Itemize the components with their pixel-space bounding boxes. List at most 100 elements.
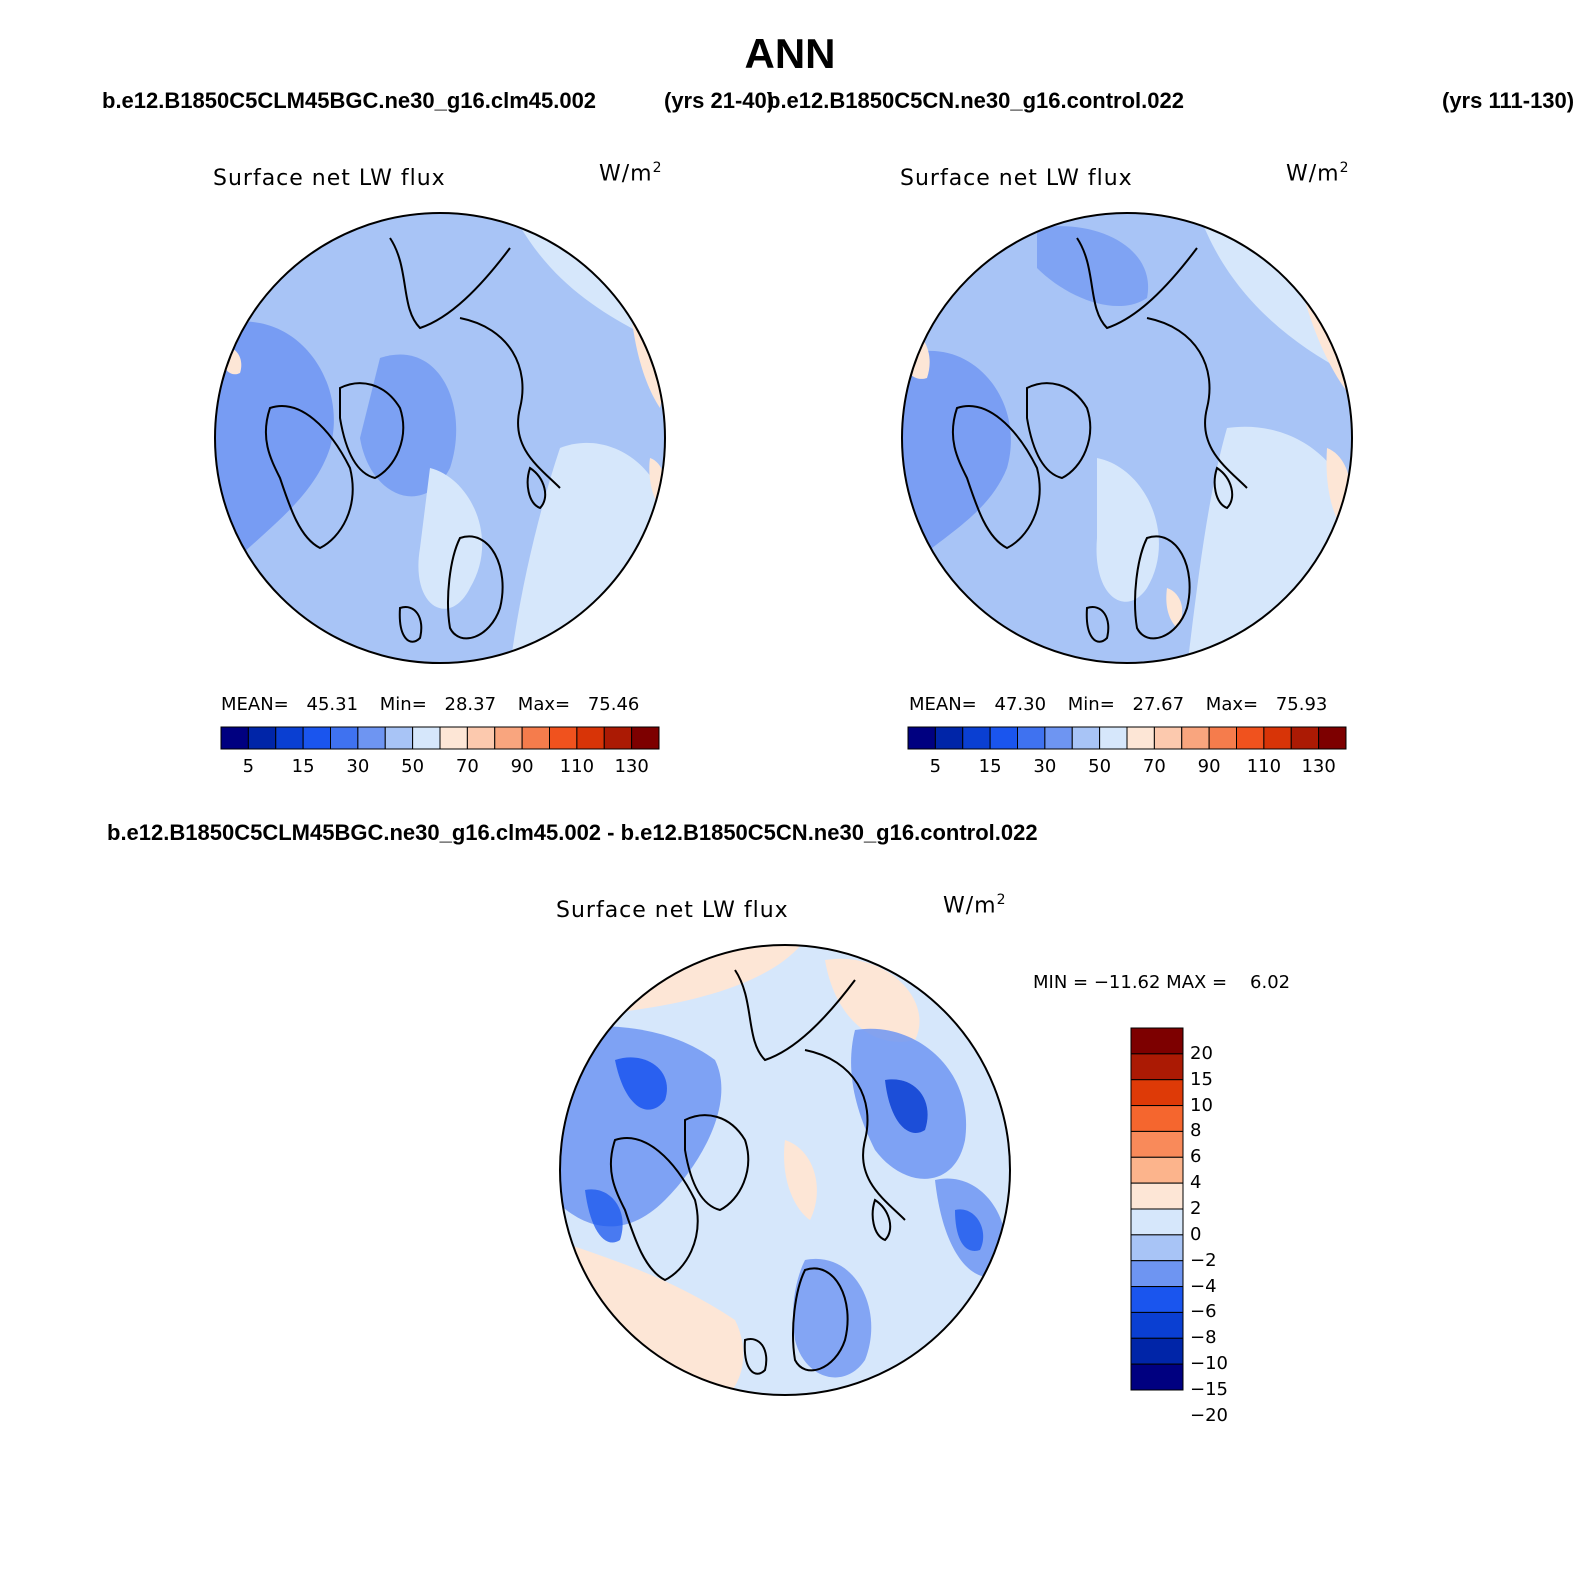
panel2-colorbar-tick-label: 15 [978,756,1002,777]
panel2-colorbar-box [1236,726,1265,750]
panel1-colorbar-box [302,726,331,750]
diff-colorbar-box [1130,1286,1184,1313]
panel2-field-region [1037,226,1149,307]
panel1-colorbar-box [220,726,249,750]
panel1-colorbar-tick-label: 70 [455,756,479,777]
diff-case-title: b.e12.B1850C5CLM45BGC.ne30_g16.clm45.002… [107,820,1038,845]
panel2-colorbar-tick-label: 70 [1142,756,1166,777]
panel1-colorbar-box [384,726,414,750]
panel2-map-border [901,212,1353,664]
panel1-colorbar-labels: 5 15 30 50 70 90 110 130 [221,756,659,780]
panel2-colorbar-box [1126,726,1155,750]
panel2-colorbar-tick-label: 5 [929,756,942,777]
panel2-min-label: Min= [1067,694,1115,715]
diff-colorbar-tick-label: 0 [1190,1223,1202,1245]
diff-field-region [615,1057,667,1110]
diff-field-region [793,1258,872,1378]
diff-map-border [559,944,1011,1396]
panel1-colorbar-box [549,726,578,750]
case1-name: b.e12.B1850C5CLM45BGC.ne30_g16.clm45.002 [102,88,597,113]
panel1-colorbar-box [357,726,386,750]
panel2-field-region [1166,588,1183,628]
diff-variable-title: Surface net LW flux [556,898,789,923]
panel2-colorbar-box [962,726,991,750]
panel1-max-value: 75.46 [587,694,640,715]
diff-coastlines [609,969,906,1375]
diff-colorbar-tick-label: −20 [1190,1404,1228,1426]
panel1-colorbar-tick-label: 50 [401,756,425,777]
panel1-min-value: 28.37 [444,694,497,715]
diff-colorbar-box [1130,1156,1184,1184]
panel1-colorbar-tick-label: 90 [510,756,534,777]
panel1-colorbar-box [576,726,605,750]
panel1-colorbar-box [466,726,496,750]
diff-units: W/m2 [943,892,1007,919]
panel2-colorbar-box [1071,726,1101,750]
panel1-field-region [418,468,483,609]
diff-colorbar-tick-label: 10 [1190,1094,1213,1116]
panel1-colorbar [220,726,660,750]
panel1-colorbar-tick-label: 110 [559,756,595,777]
panel2-max-label: Max= [1205,694,1259,715]
panel2-colorbar-box [989,726,1018,750]
main-title: ANN [744,30,836,77]
case2-years: (yrs 111-130) [1442,88,1575,113]
diff-colorbar-box [1130,1311,1184,1339]
panel2-mean-value: 47.30 [994,694,1047,715]
case2-name: b.e12.B1850C5CN.ne30_g16.control.022 [767,88,1184,113]
diff-field-region [784,1140,817,1220]
panel2-field-region [902,327,930,379]
diff-colorbar-box [1130,1337,1184,1365]
panel1-map [214,212,666,664]
panel1-units: W/m2 [599,160,663,187]
panel1-min-label: Min= [379,694,427,715]
panel2-colorbar-box [1044,726,1073,750]
panel1-colorbar-tick-label: 30 [346,756,370,777]
panel1-colorbar-tick-label: 15 [291,756,315,777]
diff-colorbar-tick-label: −8 [1190,1327,1217,1349]
panel2-colorbar-tick-label: 90 [1197,756,1221,777]
panel2-colorbar-box [934,726,964,750]
panel2-coastlines [951,237,1248,643]
panel1-colorbar-box [631,726,660,750]
panel2-colorbar-box [1153,726,1183,750]
panel1-coastlines [264,237,561,643]
panel2-colorbar-labels: 5 15 30 50 70 90 110 130 [908,756,1346,780]
diff-colorbar-box [1130,1079,1184,1107]
panel2-colorbar-box [1318,726,1347,750]
panel2-colorbar-tick-label: 30 [1033,756,1057,777]
panel2-colorbar-tick-label: 110 [1246,756,1282,777]
diff-field-region [560,1026,722,1227]
panel1-colorbar-box [439,726,468,750]
diff-colorbar-labels: 20 15 10 8 6 4 2 0 −2 −4 −6 −8 −10 −15 −20 [1190,1028,1250,1426]
panel2-mean-label: MEAN= [909,694,977,715]
panel1-colorbar-box [603,726,633,750]
diff-colorbar-box [1130,1182,1184,1210]
diff-field-region [885,1079,928,1133]
diff-colorbar-box [1130,1260,1184,1288]
diff-colorbar-tick-label: −6 [1190,1301,1217,1323]
panel1-colorbar-box [247,726,277,750]
diff-colorbar-tick-label: 15 [1190,1068,1213,1090]
diff-colorbar-tick-label: 2 [1190,1198,1202,1219]
panel1-colorbar-box [494,726,523,750]
diff-colorbar-box [1130,1053,1184,1081]
diff-colorbar-box [1130,1234,1184,1262]
panel1-colorbar-box [275,726,304,750]
diff-field-region [585,1189,623,1243]
panel1-stats: MEAN= 45.31 Min= 28.37 Max= 75.46 [221,694,639,715]
diff-colorbar-tick-label: 4 [1190,1172,1202,1194]
diff-colorbar-tick-label: −4 [1190,1275,1217,1297]
panel2-variable-title: Surface net LW flux [900,166,1133,191]
panel1-max-label: Max= [517,694,571,715]
diff-colorbar-tick-label: −15 [1190,1379,1228,1400]
panel2-max-value: 75.93 [1275,694,1328,715]
diff-colorbar [1130,1027,1184,1391]
panel2-colorbar-box [1263,726,1292,750]
panel2-map [901,212,1353,664]
panel2-colorbar-box [1181,726,1210,750]
diff-colorbar-tick-label: −10 [1190,1353,1228,1375]
panel2-colorbar-tick-label: 50 [1088,756,1112,777]
panel1-map-border [214,212,666,664]
panel1-mean-label: MEAN= [221,694,289,715]
